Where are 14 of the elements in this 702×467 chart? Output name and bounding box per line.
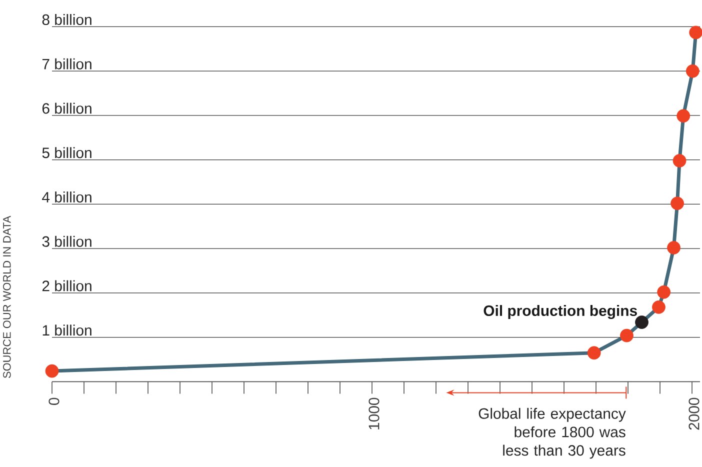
x-tick-label: 0 bbox=[48, 398, 60, 405]
source-note: SOURCE OUR WORLD IN DATA bbox=[3, 216, 11, 378]
y-tick-label: 5 billion bbox=[42, 147, 92, 158]
annotation: Oil production begins bbox=[484, 305, 637, 320]
y-tick-label: 3 billion bbox=[42, 236, 92, 247]
y-tick-label: 1 billion bbox=[42, 324, 92, 336]
y-tick-label: 6 billion bbox=[42, 102, 92, 114]
y-tick-label: 8 billion bbox=[42, 14, 92, 25]
y-tick-label: 2 billion bbox=[42, 280, 92, 292]
x-tick-label: 2000 bbox=[688, 398, 700, 430]
x-tick-label: 1000 bbox=[368, 398, 380, 430]
y-tick-label: 4 billion bbox=[42, 192, 92, 202]
y-tick-label: 7 billion bbox=[42, 58, 92, 70]
text: Global life expectancy before 1800 was less than 30 years bbox=[478, 408, 626, 459]
